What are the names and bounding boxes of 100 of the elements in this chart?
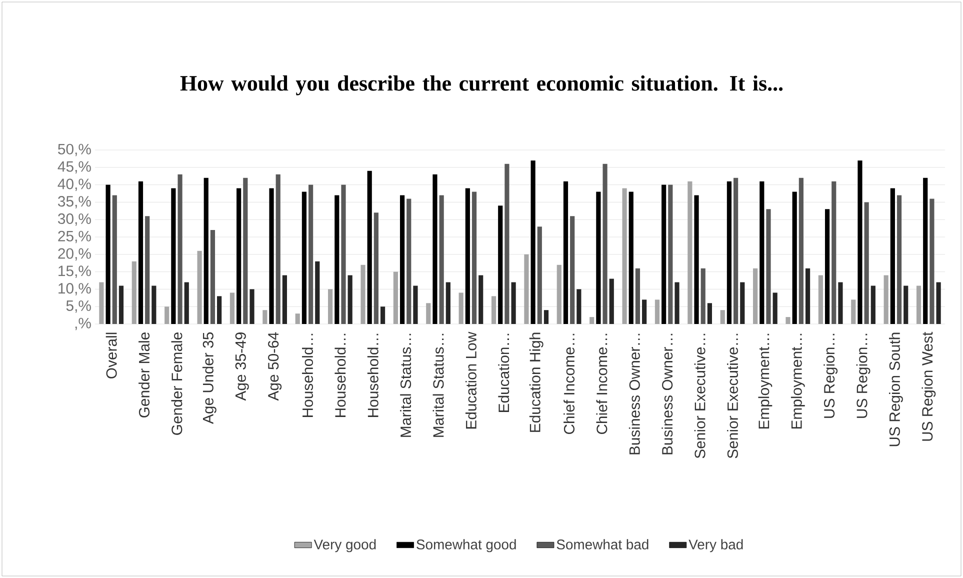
bar xyxy=(668,184,673,324)
bar xyxy=(282,275,287,324)
x-tick-label: US Region… xyxy=(856,334,870,418)
bar xyxy=(197,250,202,324)
bar xyxy=(315,261,320,324)
x-tick-label: Chief Income… xyxy=(564,334,575,434)
bar xyxy=(524,254,529,324)
bar xyxy=(864,202,869,324)
bar xyxy=(753,268,758,324)
bar xyxy=(635,268,640,324)
x-tick-label: US Region South xyxy=(889,332,903,446)
bar xyxy=(772,292,778,324)
x-tick-label: Marital Status… xyxy=(400,334,412,437)
bar xyxy=(413,286,418,324)
legend-label: Somewhat bad xyxy=(556,539,648,550)
bar xyxy=(112,195,117,324)
bar xyxy=(145,216,150,324)
bar xyxy=(106,184,110,324)
x-tick-label: Employment… xyxy=(758,334,772,429)
x-tick-label: Household… xyxy=(334,334,346,417)
bar xyxy=(792,192,797,324)
bar xyxy=(818,275,823,324)
bar xyxy=(576,289,582,324)
bar xyxy=(276,174,280,324)
bar xyxy=(171,188,176,324)
y-tick-label: 10,% xyxy=(58,283,91,296)
bar xyxy=(916,286,922,324)
bar xyxy=(498,206,503,324)
x-tick-label: Education High xyxy=(529,332,544,432)
bar xyxy=(262,310,268,324)
bar xyxy=(328,289,333,324)
bar xyxy=(152,286,156,324)
bar xyxy=(243,178,248,324)
x-tick-label: Employment… xyxy=(790,334,805,429)
x-tick-label: US Region… xyxy=(824,334,838,418)
bar xyxy=(936,282,941,324)
chart-title: How would you describe the current economic situation. It is... xyxy=(180,75,783,96)
bar xyxy=(204,178,208,324)
bar xyxy=(380,306,386,324)
bar xyxy=(930,198,934,324)
bar xyxy=(118,286,124,324)
bar xyxy=(504,164,510,324)
x-tick-label: Business Owner… xyxy=(628,334,640,454)
bar xyxy=(590,317,594,324)
bar xyxy=(726,181,732,324)
bar xyxy=(236,188,242,324)
bar xyxy=(178,174,182,324)
x-tick-label: Gender Female xyxy=(171,332,182,435)
bar xyxy=(622,188,627,324)
bar xyxy=(700,268,706,324)
y-tick-label: 25,% xyxy=(58,230,91,244)
bar xyxy=(596,192,601,324)
bar xyxy=(537,226,542,324)
bar xyxy=(393,272,398,324)
bar xyxy=(250,289,254,324)
y-tick-label: 45,% xyxy=(58,161,91,174)
bar xyxy=(688,181,692,324)
bar xyxy=(805,268,810,324)
bar xyxy=(334,195,340,324)
bar xyxy=(458,292,464,324)
x-tick-label: Senior Executive… xyxy=(727,334,738,458)
x-tick-label: Age 35-49 xyxy=(235,332,249,401)
bar xyxy=(478,275,484,324)
legend-label: Very bad xyxy=(688,539,743,552)
bar xyxy=(217,296,222,324)
x-tick-label: Gender Male xyxy=(138,332,150,418)
bar xyxy=(472,192,477,324)
y-tick-label: 50,% xyxy=(58,144,91,156)
bar xyxy=(400,195,405,324)
bar xyxy=(570,216,575,324)
bar xyxy=(662,184,666,324)
y-tick-label: 15,% xyxy=(58,266,91,278)
bar xyxy=(295,314,300,324)
bar xyxy=(720,310,725,324)
bar xyxy=(824,209,830,324)
bar xyxy=(360,264,366,324)
bar xyxy=(838,282,843,324)
y-tick-label: 40,% xyxy=(58,178,91,191)
bar xyxy=(832,181,836,324)
bar xyxy=(348,275,352,324)
bar xyxy=(858,160,862,324)
bar xyxy=(99,282,104,324)
bar xyxy=(230,292,235,324)
bar xyxy=(164,306,170,324)
bar xyxy=(694,195,699,324)
bar xyxy=(642,300,647,324)
x-tick-label: Education Low xyxy=(465,332,476,429)
bar xyxy=(563,181,568,324)
bar xyxy=(367,170,372,324)
bar xyxy=(406,198,412,324)
y-tick-label: 30,% xyxy=(58,213,91,226)
bar xyxy=(890,188,895,324)
x-tick-label: Household… xyxy=(302,334,313,417)
bar xyxy=(884,275,888,324)
bar xyxy=(308,184,314,324)
x-tick-label: Senior Executive… xyxy=(694,334,706,458)
bar xyxy=(654,300,660,324)
bar xyxy=(544,310,549,324)
x-tick-label: Overall xyxy=(106,332,117,378)
bar xyxy=(896,195,902,324)
